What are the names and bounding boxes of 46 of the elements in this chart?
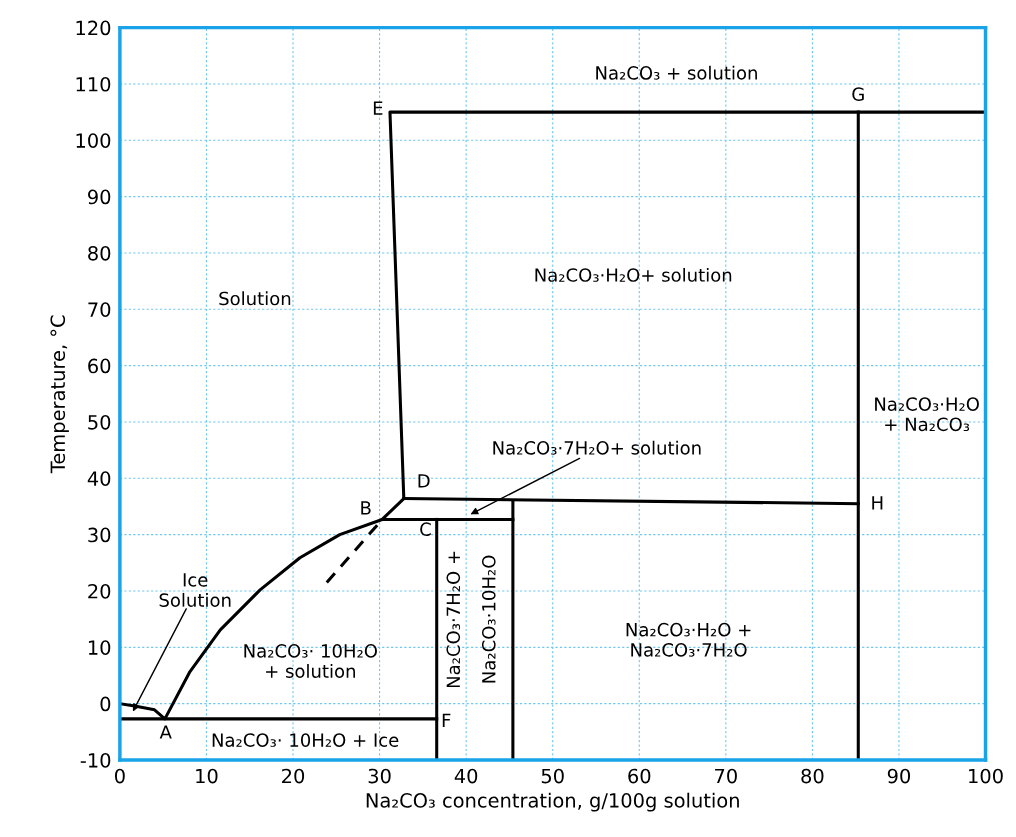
x-tick-label: 100 [969,768,1003,784]
y-tick-label: 30 [88,527,111,543]
annotation: Ice Solution [159,573,231,607]
annotation: Na₂CO₃·H₂O + Na₂CO₃·7H₂O [626,622,751,657]
annotation: F [442,713,451,727]
x-tick-label: 20 [282,768,305,784]
annotation: Solution [219,291,291,306]
annotation: Na₂CO₃·10H₂O [481,555,496,683]
annotation: Na₂CO₃· 10H₂O + solution [244,644,377,678]
x-tick-label: 0 [114,768,125,784]
annotation: Na₂CO₃ + solution [596,65,757,80]
annotation: C [420,522,431,536]
annotation: Na₂CO₃·7H₂O+ solution [493,440,701,455]
annotation: B [361,501,371,515]
y-tick-label: 40 [87,471,111,486]
annotation: Na₂CO₃·7H₂O + [446,551,461,688]
y-tick-label: 10 [88,640,111,655]
annotation: Na₂CO₃· 10H₂O + Ice [212,733,399,747]
y-axis-title: Temperature, °C [50,315,69,474]
x-tick-label: 90 [887,768,911,784]
x-axis-title: Na₂CO₃ concentration, g/100g solution [366,792,739,812]
annotation: H [872,496,883,510]
y-tick-label: 0 [100,696,111,712]
x-tick-label: 30 [368,768,391,784]
y-tick-label: 80 [88,245,111,261]
y-tick-label: 110 [76,76,111,92]
y-tick-label: 20 [88,583,111,599]
y-tick-label: 60 [88,358,111,374]
annotation: Na₂CO₃·H₂O+ solution [535,267,732,282]
x-tick-label: 40 [454,768,478,784]
y-tick-label: 70 [88,302,111,317]
y-tick-label: 120 [76,20,111,36]
y-tick-label: 90 [88,189,111,205]
y-tick-label: 50 [88,414,111,430]
annotation: A [159,725,172,739]
y-tick-label: 100 [76,133,111,148]
x-tick-label: 80 [801,768,824,784]
x-tick-label: 60 [628,768,651,784]
annotation: Na₂CO₃·H₂O + Na₂CO₃ [875,397,979,432]
annotation: G [852,87,864,101]
annotation: D [418,474,430,488]
x-tick-label: 70 [715,768,737,784]
x-tick-label: 50 [541,768,564,784]
x-tick-label: 10 [196,768,218,784]
annotation: E [373,101,383,115]
y-tick-label: -10 [80,752,111,768]
